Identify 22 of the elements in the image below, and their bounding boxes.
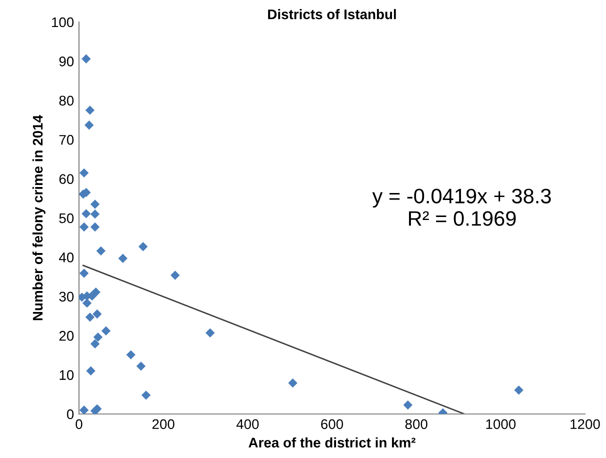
x-tick-label: 200 xyxy=(152,419,174,430)
x-tick-label: 1000 xyxy=(486,419,516,430)
x-tick-label: 1200 xyxy=(570,419,600,430)
y-tick-label: 50 xyxy=(59,213,74,224)
y-tick-label: 10 xyxy=(60,370,74,380)
x-tick-label: 800 xyxy=(405,419,428,430)
x-tick-label: 400 xyxy=(236,419,259,430)
x-tick-label: 0 xyxy=(76,419,82,430)
y-tick-label: 30 xyxy=(59,292,74,302)
y-tick-label: 70 xyxy=(59,134,74,145)
y-tick-label: 0 xyxy=(66,409,74,420)
annotation: y = -0.0419x + 38.3 R² = 0.1969 xyxy=(372,188,551,226)
y-tick-label: 40 xyxy=(59,252,74,262)
x-axis-title: Area of the district in km² xyxy=(248,437,416,448)
y-tick-label: 20 xyxy=(59,330,74,341)
y-tick-label: 60 xyxy=(59,174,74,184)
y-tick-label: 90 xyxy=(59,56,74,66)
chart-title: Districts of Istanbul xyxy=(268,9,396,20)
y-tick-label: 100 xyxy=(52,17,74,28)
x-tick-label: 600 xyxy=(321,419,344,430)
y-tick-label: 80 xyxy=(59,96,74,106)
y-axis-title: Number of felony crime in 2014 xyxy=(32,115,46,320)
